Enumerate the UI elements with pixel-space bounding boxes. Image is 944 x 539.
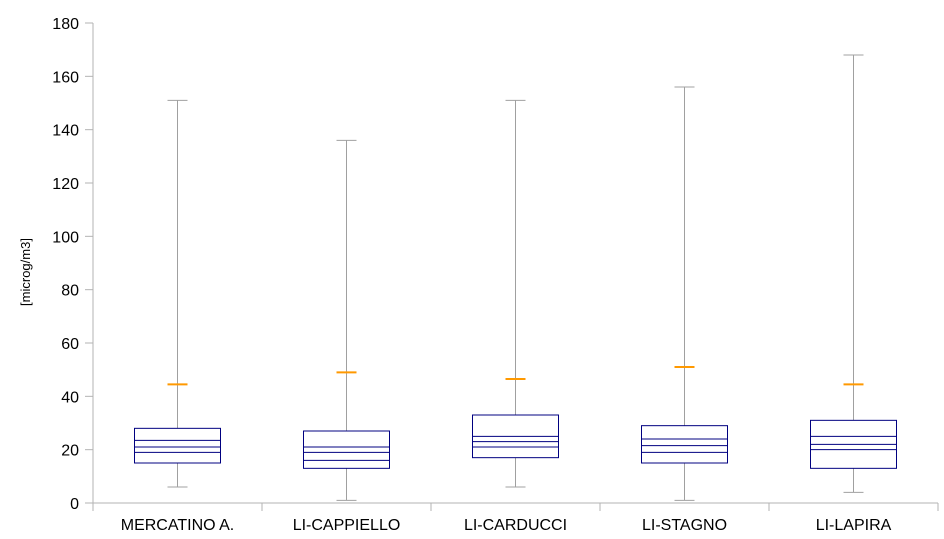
box-5	[810, 54, 897, 493]
y-tick-label: 60	[61, 336, 79, 353]
box-3	[472, 99, 559, 488]
box-rect	[134, 427, 221, 464]
x-category-label: LI-STAGNO	[642, 517, 727, 534]
y-tick-label: 100	[52, 229, 79, 246]
y-axis-title: [microg/m3]	[18, 238, 33, 306]
box-rect	[641, 425, 728, 464]
y-tick-label: 80	[61, 283, 79, 300]
y-tick-label: 40	[61, 389, 79, 406]
box-2	[303, 139, 390, 501]
y-tick-label: 0	[70, 496, 79, 513]
x-category-label: LI-CAPPIELLO	[293, 517, 401, 534]
y-tick-label: 140	[52, 123, 79, 140]
boxes	[134, 54, 897, 501]
y-tick-label: 120	[52, 176, 79, 193]
axes	[92, 23, 939, 511]
x-category-label: LI-LAPIRA	[816, 517, 892, 534]
y-tick-label: 180	[52, 16, 79, 33]
x-axis-labels: MERCATINO A. LI-CAPPIELLO LI-CARDUCCI LI-ST…	[121, 517, 892, 534]
y-tick-label: 20	[61, 443, 79, 460]
y-tick-label: 160	[52, 69, 79, 86]
box-1	[134, 99, 221, 488]
y-axis-ticks: 0 20 40 60 80 100 120 140 160 180	[52, 16, 93, 513]
x-category-label: LI-CARDUCCI	[464, 517, 567, 534]
x-category-label: MERCATINO A.	[121, 517, 235, 534]
box-4	[641, 86, 728, 501]
box-rect	[303, 430, 390, 469]
